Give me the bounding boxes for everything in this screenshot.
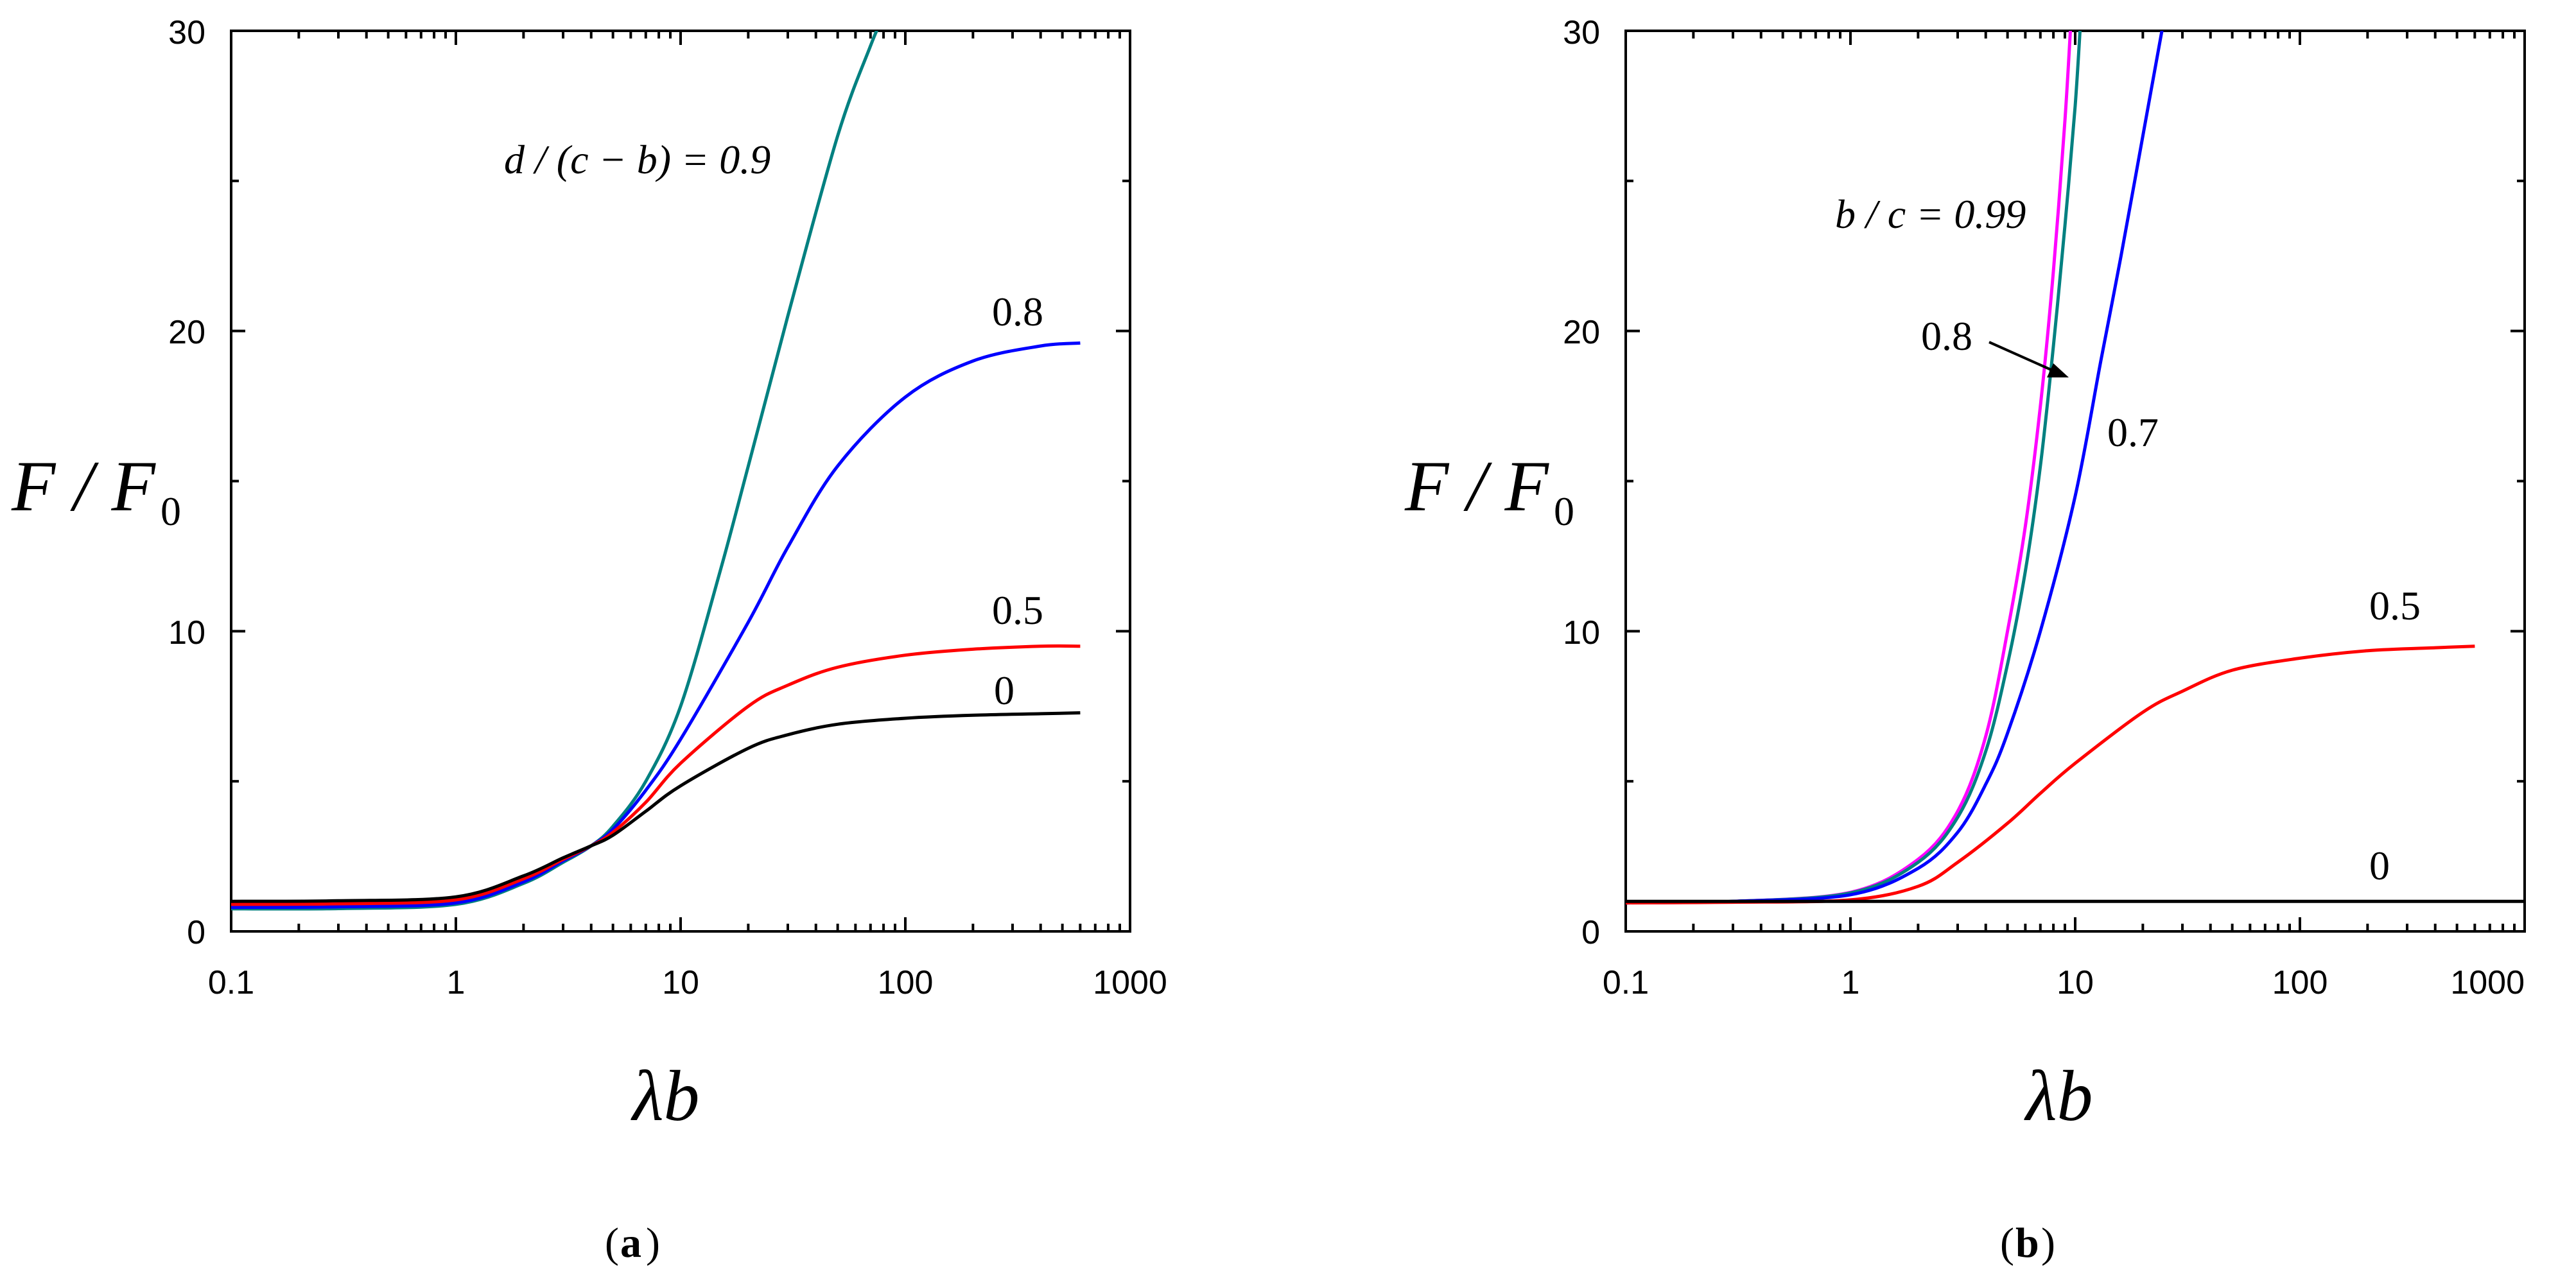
panel-a-series-2-line (231, 644, 1081, 906)
panel-b-yticklabel-0: 0 (1581, 914, 1600, 951)
panel-b-yticklabel-10: 10 (1563, 614, 1600, 652)
panel-b-label-0: 0 (2369, 843, 2390, 888)
panel-b-xticklabel-1000: 1000 (2450, 964, 2525, 1001)
panel-b-series-1-line (1626, 31, 2082, 905)
panel-a-ticks (230, 30, 1131, 933)
panel-a-series-3-line (231, 711, 1081, 903)
panel-b-series-3-line (1626, 644, 2475, 905)
panel-b-series-0-line (1626, 31, 2072, 905)
panel-a-caption-open: ( (605, 1220, 619, 1266)
panel-b-label-0.99: b / c = 0.99 (1835, 191, 2026, 237)
panel-a-xlabel: λb (631, 1057, 700, 1136)
panel-b-xticklabel-10: 10 (2057, 964, 2094, 1001)
panel-b-curves (1626, 31, 2525, 905)
panel-a-yticklabel-10: 10 (168, 614, 205, 652)
panel-b-label-0.8-arrow-line (1989, 341, 2062, 376)
panel-a-ylabel-subscript: 0 (161, 488, 181, 534)
panel-b-ylabel-subscript: 0 (1554, 488, 1574, 534)
panel-b: 0 10 20 30 0.1 1 10 100 1000 F / F 0 λb … (1404, 14, 2526, 1266)
panel-b-caption-close: ) (2041, 1220, 2055, 1266)
panel-b-label-0.8-arrow-head (2047, 363, 2069, 377)
panel-b-yticklabel-20: 20 (1563, 314, 1600, 351)
panel-a-yticklabel-0: 0 (187, 914, 205, 951)
panel-a-label-0.5: 0.5 (992, 587, 1043, 633)
panel-b-xticklabel-1: 1 (1841, 964, 1860, 1001)
panel-b-label-0.8: 0.8 (1921, 313, 1972, 359)
panel-b-ticks (1624, 30, 2526, 933)
panel-b-frame (1624, 30, 2526, 933)
panel-b-series-2-line (1626, 31, 2164, 905)
panel-b-xlabel: λb (2024, 1057, 2093, 1136)
panel-b-yticklabel-30: 30 (1563, 14, 1600, 51)
panel-a-xticklabel-1000: 1000 (1093, 964, 1167, 1001)
panel-b-xticklabel-0.1: 0.1 (1603, 964, 1649, 1001)
panel-a-series-1-line (231, 341, 1081, 910)
panel-a-label-0: 0 (994, 668, 1014, 713)
panel-a-yticklabel-20: 20 (168, 314, 205, 351)
panel-b-xticklabel-100: 100 (2272, 964, 2328, 1001)
panel-b-ylabel: F / F (1404, 447, 1550, 526)
panel-a-ylabel: F / F (11, 447, 157, 526)
panel-a-yticklabel-30: 30 (168, 14, 205, 51)
panel-a: 0 10 20 30 0.1 1 10 100 1000 F / F 0 λb … (11, 14, 1167, 1266)
panel-a-curves (231, 31, 1081, 911)
panel-a-caption-letter: a (620, 1220, 641, 1266)
panel-b-label-0.7: 0.7 (2107, 410, 2159, 455)
panel-a-xticklabel-0.1: 0.1 (208, 964, 254, 1001)
panel-a-xticklabel-100: 100 (878, 964, 934, 1001)
panel-b-label-0.5: 0.5 (2369, 583, 2421, 628)
panel-b-caption-open: ( (2000, 1220, 2014, 1266)
panel-a-caption-close: ) (646, 1220, 660, 1266)
panel-a-xticklabel-1: 1 (447, 964, 466, 1001)
panel-b-caption-letter: b (2015, 1220, 2039, 1266)
panel-a-label-0.8: 0.8 (992, 289, 1043, 334)
panel-a-xticklabel-10: 10 (662, 964, 699, 1001)
panel-a-label-0.9: d / (c − b) = 0.9 (504, 137, 770, 182)
